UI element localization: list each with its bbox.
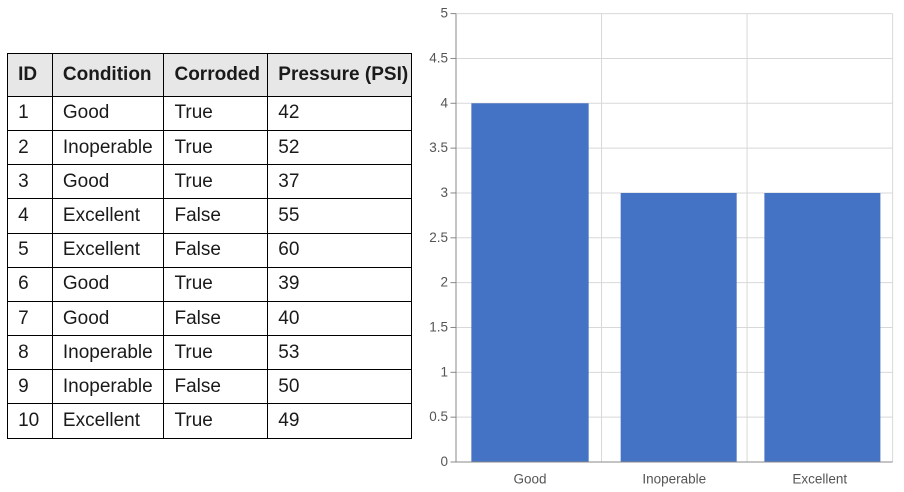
svg-text:1.5: 1.5	[429, 319, 448, 334]
svg-text:0.5: 0.5	[429, 409, 448, 424]
svg-text:Inoperable: Inoperable	[642, 472, 706, 487]
svg-text:2.5: 2.5	[429, 230, 448, 245]
svg-text:Excellent: Excellent	[792, 472, 847, 487]
svg-text:0: 0	[440, 454, 448, 469]
svg-text:3.5: 3.5	[429, 140, 448, 155]
svg-text:4: 4	[440, 95, 448, 110]
svg-text:4.5: 4.5	[429, 50, 448, 65]
svg-text:3: 3	[440, 185, 448, 200]
svg-text:1: 1	[440, 364, 448, 379]
svg-text:5: 5	[440, 6, 448, 21]
svg-text:Good: Good	[513, 472, 546, 487]
svg-text:2: 2	[440, 275, 448, 290]
